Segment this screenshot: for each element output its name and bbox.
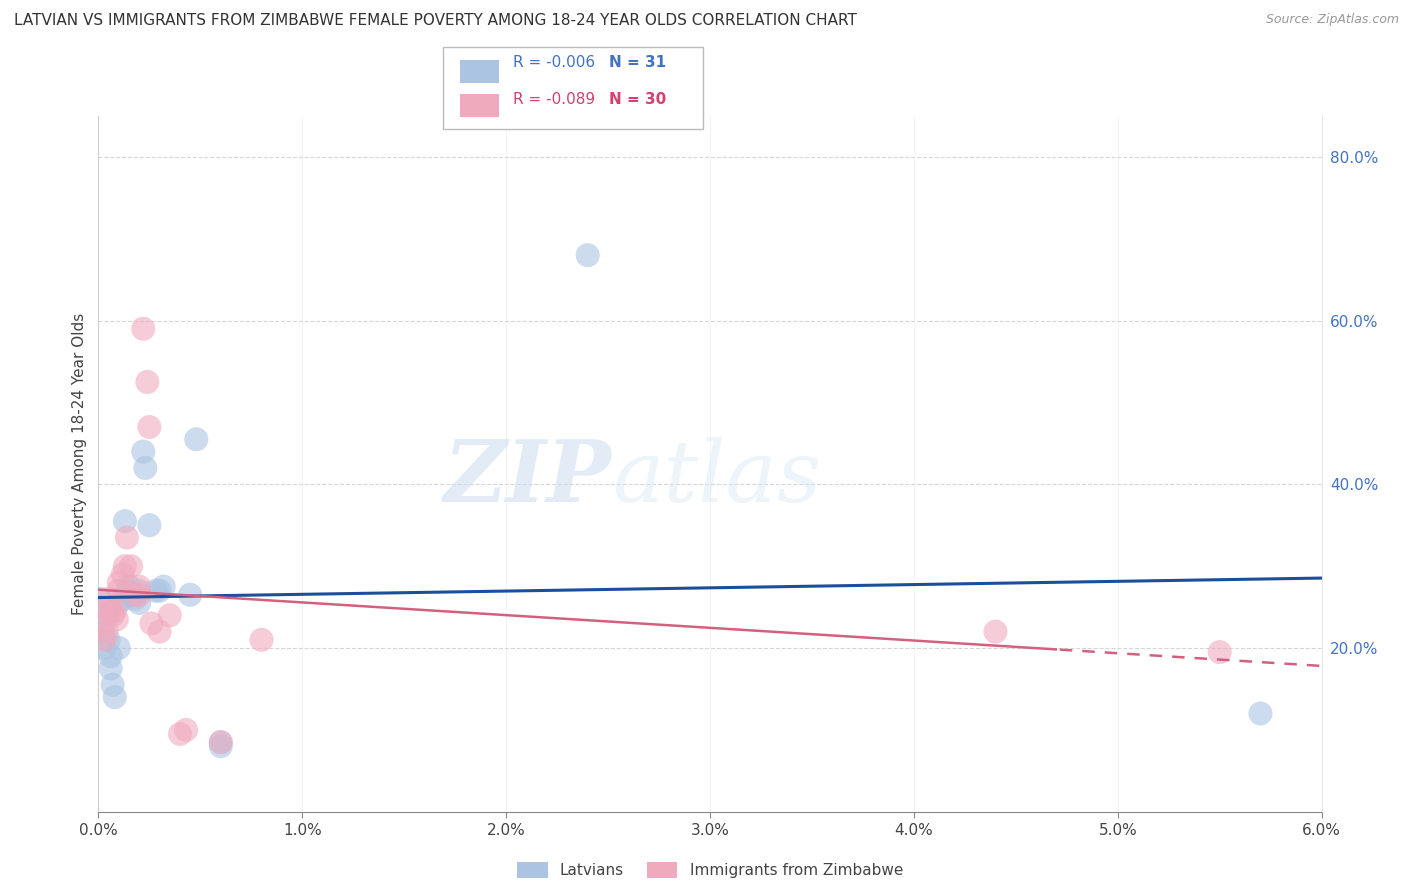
Point xyxy=(120,559,142,574)
Text: N = 30: N = 30 xyxy=(609,93,666,107)
Point xyxy=(209,735,232,749)
Point xyxy=(134,461,156,475)
Point xyxy=(1249,706,1271,721)
Point xyxy=(136,375,159,389)
Point xyxy=(132,322,155,336)
Point xyxy=(128,580,150,594)
Point xyxy=(111,567,134,582)
Point xyxy=(138,518,160,533)
Point xyxy=(209,739,232,754)
Point xyxy=(186,432,208,446)
Text: LATVIAN VS IMMIGRANTS FROM ZIMBABWE FEMALE POVERTY AMONG 18-24 YEAR OLDS CORRELA: LATVIAN VS IMMIGRANTS FROM ZIMBABWE FEMA… xyxy=(14,13,856,29)
Point xyxy=(101,678,124,692)
Point xyxy=(100,604,122,618)
Point xyxy=(250,632,273,647)
Point xyxy=(100,661,122,675)
Point xyxy=(132,444,155,458)
Point xyxy=(108,596,131,610)
Point xyxy=(108,575,131,590)
Point xyxy=(159,608,181,623)
Point xyxy=(96,624,118,639)
Point xyxy=(149,624,172,639)
Point xyxy=(93,632,115,647)
Text: Source: ZipAtlas.com: Source: ZipAtlas.com xyxy=(1265,13,1399,27)
Point xyxy=(128,596,150,610)
Point xyxy=(115,531,138,545)
Point xyxy=(138,420,160,434)
Point xyxy=(145,583,167,598)
Point xyxy=(104,690,127,705)
Point xyxy=(1208,645,1232,659)
Text: R = -0.006: R = -0.006 xyxy=(513,55,595,70)
Point xyxy=(89,600,111,615)
Point xyxy=(91,616,114,631)
Point xyxy=(120,588,142,602)
Y-axis label: Female Poverty Among 18-24 Year Olds: Female Poverty Among 18-24 Year Olds xyxy=(72,313,87,615)
Point xyxy=(128,583,150,598)
Point xyxy=(984,624,1007,639)
Text: R = -0.089: R = -0.089 xyxy=(513,93,595,107)
Point xyxy=(114,514,136,528)
Point xyxy=(152,580,174,594)
Point xyxy=(169,727,191,741)
Point xyxy=(89,591,111,606)
Point xyxy=(91,624,114,639)
Point xyxy=(114,559,136,574)
Point xyxy=(174,723,197,737)
Text: atlas: atlas xyxy=(612,436,821,519)
Point xyxy=(128,588,150,602)
Text: N = 31: N = 31 xyxy=(609,55,666,70)
Point xyxy=(141,616,163,631)
Point xyxy=(124,588,146,602)
Point xyxy=(108,640,131,655)
Point xyxy=(104,604,127,618)
Point xyxy=(124,591,146,606)
Point xyxy=(111,591,134,606)
Point xyxy=(108,583,131,598)
Point xyxy=(97,632,120,647)
Point xyxy=(118,580,141,594)
Point xyxy=(96,608,118,623)
Point xyxy=(101,608,124,623)
Point xyxy=(105,612,128,626)
Point xyxy=(97,591,120,606)
Point xyxy=(209,735,232,749)
Point xyxy=(100,649,122,664)
Point xyxy=(149,583,172,598)
Legend: Latvians, Immigrants from Zimbabwe: Latvians, Immigrants from Zimbabwe xyxy=(510,856,910,884)
Point xyxy=(179,588,201,602)
Point xyxy=(576,248,599,262)
Text: ZIP: ZIP xyxy=(444,436,612,519)
Point xyxy=(93,640,115,655)
Point xyxy=(115,583,138,598)
